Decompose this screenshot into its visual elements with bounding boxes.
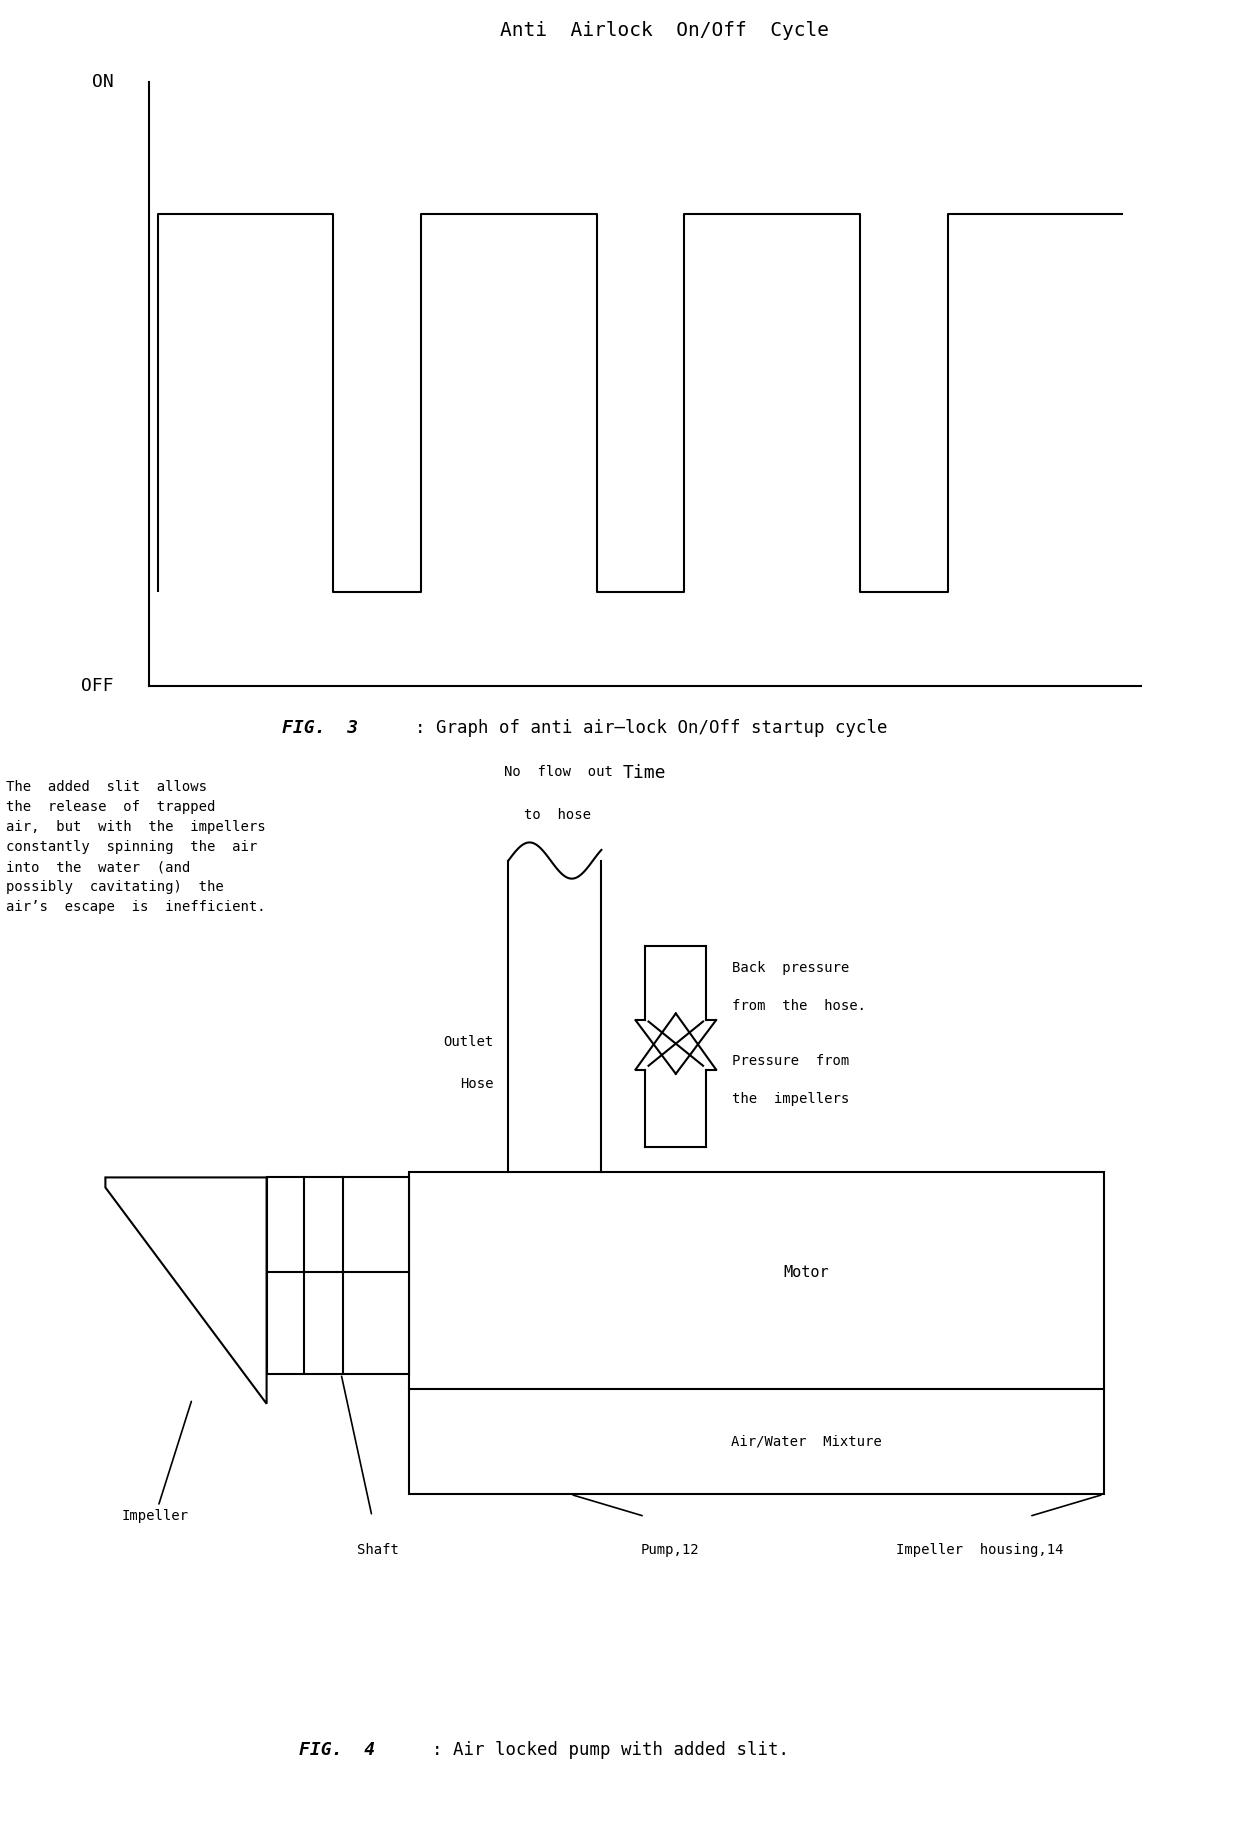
Text: Impeller  housing,14: Impeller housing,14: [895, 1542, 1064, 1556]
Text: Motor: Motor: [784, 1266, 828, 1280]
Text: Anti  Airlock  On/Off  Cycle: Anti Airlock On/Off Cycle: [500, 22, 830, 40]
Text: : Air locked pump with added slit.: : Air locked pump with added slit.: [432, 1741, 789, 1759]
Text: Hose: Hose: [460, 1077, 494, 1090]
Bar: [409, 1172, 1104, 1494]
Text: Pressure  from: Pressure from: [732, 1054, 849, 1068]
Text: FIG.  3: FIG. 3: [281, 719, 358, 737]
Text: Pump,12: Pump,12: [640, 1542, 699, 1556]
Text: Back  pressure: Back pressure: [732, 960, 849, 975]
Text: Impeller: Impeller: [122, 1401, 191, 1524]
Text: The  added  slit  allows
the  release  of  trapped
air,  but  with  the  impelle: The added slit allows the release of tra…: [6, 779, 265, 914]
Text: : Graph of anti air–lock On/Off startup cycle: : Graph of anti air–lock On/Off startup …: [415, 719, 888, 737]
Text: Outlet: Outlet: [443, 1035, 494, 1048]
Text: OFF: OFF: [82, 677, 114, 695]
Text: to  hose: to hose: [525, 808, 591, 823]
Bar: [267, 1178, 409, 1374]
Text: FIG.  4: FIG. 4: [299, 1741, 376, 1759]
Text: ON: ON: [92, 73, 114, 91]
Text: Time: Time: [622, 765, 667, 783]
Polygon shape: [105, 1178, 267, 1405]
Text: Shaft: Shaft: [357, 1542, 399, 1556]
Text: from  the  hose.: from the hose.: [732, 999, 866, 1013]
Text: Air/Water  Mixture: Air/Water Mixture: [730, 1436, 882, 1449]
Text: No  flow  out: No flow out: [503, 765, 613, 779]
Text: the  impellers: the impellers: [732, 1092, 849, 1107]
